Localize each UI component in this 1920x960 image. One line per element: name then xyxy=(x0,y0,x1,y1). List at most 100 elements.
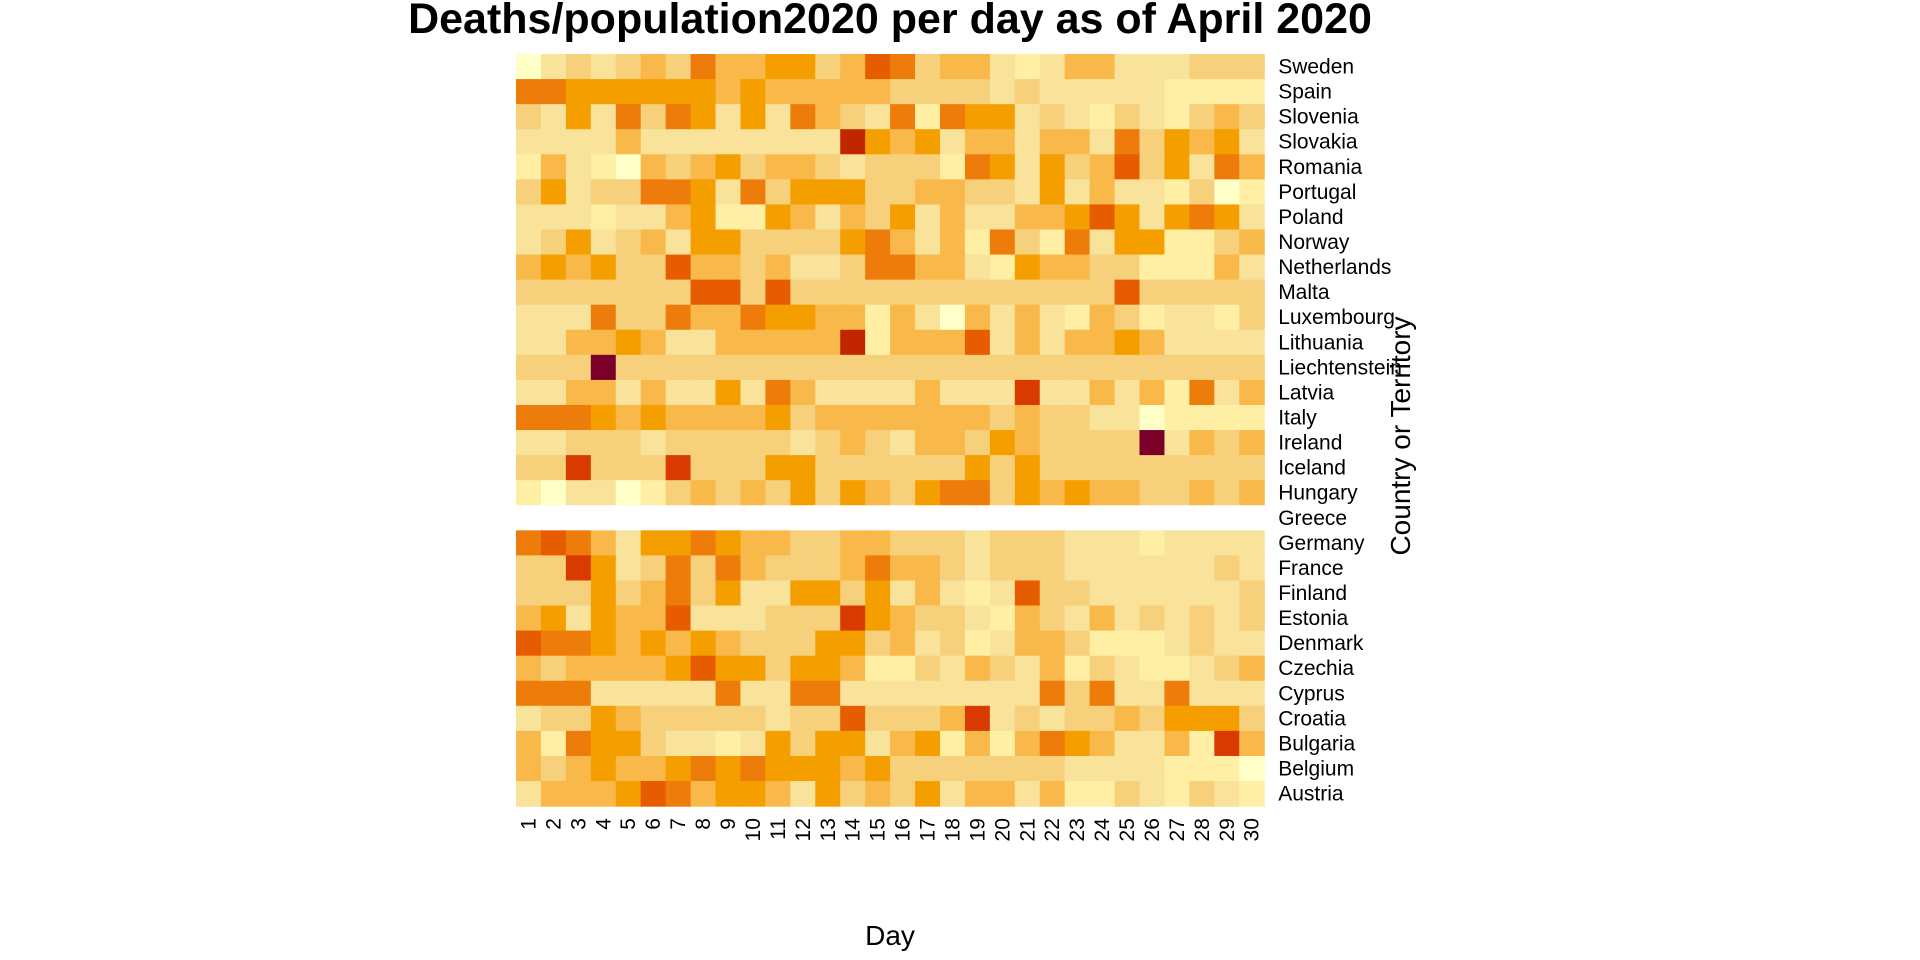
heatmap-cell xyxy=(915,329,941,356)
heatmap-cell xyxy=(765,304,791,331)
y-tick-label: Slovakia xyxy=(1278,131,1358,154)
heatmap-cell xyxy=(989,630,1016,657)
heatmap-cell xyxy=(915,79,941,105)
heatmap-cell xyxy=(1164,430,1190,456)
heatmap-cell xyxy=(765,154,791,180)
heatmap-cell xyxy=(1039,781,1066,807)
heatmap-cell xyxy=(915,379,941,406)
heatmap-cell xyxy=(915,680,941,707)
heatmap-cell xyxy=(1064,129,1091,155)
heatmap-cell xyxy=(1139,129,1166,155)
heatmap-cell xyxy=(565,505,592,531)
heatmap-cell xyxy=(1089,530,1116,556)
heatmap-cell xyxy=(964,730,991,757)
heatmap-cell xyxy=(1039,430,1066,456)
heatmap-cell xyxy=(740,630,766,657)
heatmap-cell xyxy=(890,630,916,657)
y-tick-label: France xyxy=(1278,557,1343,580)
heatmap-cell xyxy=(989,229,1016,256)
heatmap-cell xyxy=(565,304,592,331)
x-tick-label: 17 xyxy=(917,818,940,841)
heatmap-cell xyxy=(1114,480,1141,506)
heatmap-cell xyxy=(840,680,866,707)
heatmap-cell xyxy=(1039,455,1066,481)
heatmap-cell xyxy=(740,204,766,231)
heatmap-cell xyxy=(1014,279,1041,306)
heatmap-cell xyxy=(740,79,766,105)
heatmap-cell xyxy=(1214,430,1240,456)
heatmap-cell xyxy=(790,379,816,406)
heatmap-cell xyxy=(840,329,866,356)
heatmap-cell xyxy=(590,630,617,657)
heatmap-cell xyxy=(939,204,966,231)
heatmap-cell xyxy=(790,404,816,431)
heatmap-cell xyxy=(516,129,542,155)
heatmap-cell xyxy=(615,655,642,682)
heatmap-cell xyxy=(690,179,717,206)
heatmap-cell xyxy=(1014,204,1041,231)
heatmap-cell xyxy=(665,730,692,757)
heatmap-cell xyxy=(1039,379,1066,406)
heatmap-cell xyxy=(815,254,841,281)
heatmap-cell xyxy=(964,379,991,406)
heatmap-cell xyxy=(989,279,1016,306)
heatmap-cell xyxy=(1114,79,1141,105)
heatmap-cell xyxy=(640,379,667,406)
heatmap-cell xyxy=(715,605,742,632)
heatmap-cell xyxy=(890,455,916,481)
heatmap-cell xyxy=(715,705,742,732)
heatmap-cell xyxy=(840,54,866,80)
y-tick-label: Italy xyxy=(1278,407,1317,430)
heatmap-cell xyxy=(1089,104,1116,130)
heatmap-cell xyxy=(565,254,592,281)
heatmap-cell xyxy=(915,279,941,306)
heatmap-cell xyxy=(516,304,542,331)
heatmap-cell xyxy=(540,480,567,506)
heatmap-cell xyxy=(690,580,717,607)
heatmap-cell xyxy=(915,580,941,607)
heatmap-cell xyxy=(565,755,592,782)
heatmap-cell xyxy=(640,254,667,281)
heatmap-cell xyxy=(815,530,841,556)
heatmap-cell xyxy=(790,781,816,807)
heatmap-cell xyxy=(1114,630,1141,657)
heatmap-cell xyxy=(1239,104,1265,130)
heatmap-cell xyxy=(765,530,791,556)
heatmap-cell xyxy=(516,379,542,406)
heatmap-cell xyxy=(1089,354,1116,381)
heatmap-cell xyxy=(1014,154,1041,180)
heatmap-cell xyxy=(1039,54,1066,80)
heatmap-cell xyxy=(665,329,692,356)
heatmap-cell xyxy=(565,279,592,306)
heatmap-cell xyxy=(1139,781,1166,807)
heatmap-cell xyxy=(540,781,567,807)
heatmap-cell xyxy=(1014,354,1041,381)
heatmap-cell xyxy=(1139,680,1166,707)
heatmap-cell xyxy=(1114,655,1141,682)
heatmap-cell xyxy=(516,755,542,782)
heatmap-cell xyxy=(715,455,742,481)
heatmap-cell xyxy=(1164,655,1190,682)
heatmap-cell xyxy=(939,354,966,381)
heatmap-cell xyxy=(1139,104,1166,130)
heatmap-cell xyxy=(690,755,717,782)
heatmap-cell xyxy=(1064,655,1091,682)
heatmap-cell xyxy=(1214,730,1240,757)
heatmap-cell xyxy=(1189,555,1215,582)
heatmap-cell xyxy=(840,304,866,331)
heatmap-cell xyxy=(565,480,592,506)
heatmap-cell xyxy=(964,79,991,105)
heatmap-cell xyxy=(690,304,717,331)
heatmap-cell xyxy=(1039,605,1066,632)
heatmap-cell xyxy=(1239,605,1265,632)
heatmap-cell xyxy=(1164,254,1190,281)
x-tick-label: 25 xyxy=(1116,818,1139,841)
heatmap-cell xyxy=(939,179,966,206)
heatmap-cell xyxy=(865,204,891,231)
x-tick-label: 6 xyxy=(642,818,665,830)
heatmap-cell xyxy=(765,655,791,682)
heatmap-cell xyxy=(939,79,966,105)
heatmap-cell xyxy=(1239,154,1265,180)
heatmap-cell xyxy=(1064,755,1091,782)
heatmap-cell xyxy=(1139,580,1166,607)
